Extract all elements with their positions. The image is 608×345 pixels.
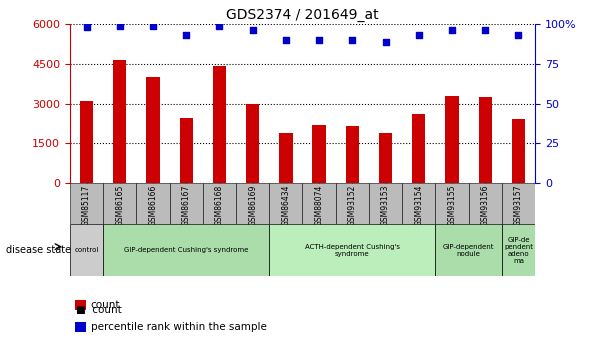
Text: GSM93157: GSM93157 (514, 185, 523, 226)
Text: GSM93152: GSM93152 (348, 185, 357, 226)
Bar (302, 183, 336, 224)
Text: control: control (74, 247, 98, 253)
Bar (346, 126, 359, 183)
Point (480, 28, 490, 33)
Text: GSM93156: GSM93156 (481, 185, 489, 226)
Bar (136, 183, 170, 224)
Bar (269, 224, 435, 276)
Point (381, 39, 390, 45)
Text: GSM86168: GSM86168 (215, 185, 224, 226)
Title: GDS2374 / 201649_at: GDS2374 / 201649_at (226, 8, 379, 22)
Bar (502, 224, 535, 276)
Bar (80, 101, 93, 183)
Bar (113, 60, 126, 183)
Text: disease state: disease state (6, 245, 71, 255)
Bar (103, 183, 136, 224)
Point (447, 28, 457, 33)
Bar (147, 77, 160, 183)
Bar (512, 119, 525, 183)
Text: GIP-de
pendent
adeno
ma: GIP-de pendent adeno ma (504, 237, 533, 264)
Text: GIP-dependent Cushing's syndrome: GIP-dependent Cushing's syndrome (124, 247, 249, 253)
Bar (469, 183, 502, 224)
Bar (246, 104, 259, 183)
Point (81, 24, 91, 30)
Point (414, 32, 424, 38)
Point (281, 37, 291, 43)
Text: GSM86167: GSM86167 (182, 185, 191, 226)
Bar (478, 97, 492, 183)
Bar (75, 300, 86, 310)
Text: GSM86166: GSM86166 (148, 185, 157, 226)
Bar (70, 183, 103, 224)
Bar (279, 132, 292, 183)
Bar (369, 183, 402, 224)
Text: GSM88074: GSM88074 (314, 185, 323, 226)
Text: GSM86165: GSM86165 (116, 185, 124, 226)
Text: GSM93153: GSM93153 (381, 185, 390, 226)
Point (347, 37, 357, 43)
Bar (336, 183, 369, 224)
Point (148, 23, 158, 29)
Bar (313, 125, 326, 183)
Bar (75, 322, 86, 332)
Bar (435, 183, 469, 224)
Text: GSM93155: GSM93155 (447, 185, 457, 226)
Bar (412, 114, 426, 183)
Point (215, 23, 224, 29)
Point (115, 23, 125, 29)
Bar (445, 96, 458, 183)
Bar (70, 224, 103, 276)
Point (314, 37, 324, 43)
Text: ACTH-dependent Cushing's
syndrome: ACTH-dependent Cushing's syndrome (305, 244, 400, 257)
Bar (170, 183, 203, 224)
Bar (236, 183, 269, 224)
Bar (103, 224, 269, 276)
Text: GSM86434: GSM86434 (282, 185, 291, 226)
Text: ■  count: ■ count (76, 306, 122, 315)
Bar (435, 224, 502, 276)
Text: GIP-dependent
nodule: GIP-dependent nodule (443, 244, 494, 257)
Text: GSM86169: GSM86169 (248, 185, 257, 226)
Bar (402, 183, 435, 224)
Text: GSM85117: GSM85117 (82, 185, 91, 226)
Point (181, 32, 191, 38)
Bar (203, 183, 236, 224)
Bar (179, 118, 193, 183)
Bar (502, 183, 535, 224)
Text: count: count (91, 300, 120, 310)
Bar (269, 183, 302, 224)
Bar (379, 132, 392, 183)
Point (248, 28, 258, 33)
Text: percentile rank within the sample: percentile rank within the sample (91, 322, 267, 332)
Text: GSM93154: GSM93154 (414, 185, 423, 226)
Point (514, 32, 523, 38)
Bar (213, 67, 226, 183)
